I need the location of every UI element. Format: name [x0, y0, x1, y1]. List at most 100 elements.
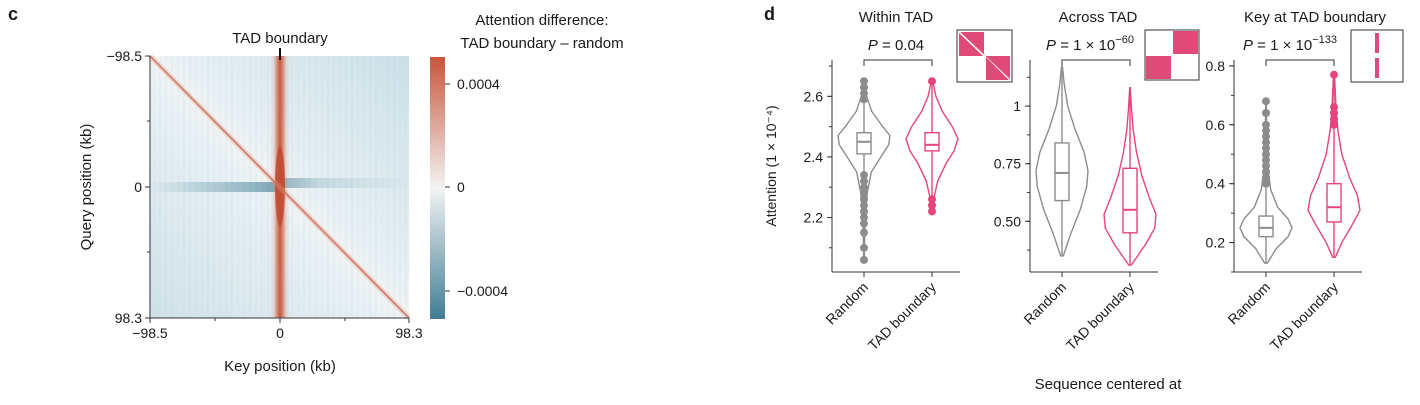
pvalue-label: P = 0.04	[868, 37, 924, 54]
violin-y-tick-label: 0.8	[1206, 58, 1226, 74]
pvalue-bracket	[1265, 59, 1335, 66]
inset-across-tad	[1144, 29, 1200, 81]
violin-y-axis-label: Attention (1 × 10⁻⁴)	[763, 105, 779, 226]
panel-letter-c: c	[8, 4, 18, 24]
violin-x-tick-label: TAD boundary	[865, 279, 939, 353]
outlier-point	[928, 77, 936, 86]
outlier-point	[860, 77, 868, 86]
violin-x-tick-label: Random	[1224, 279, 1273, 328]
colorbar: Attention difference: TAD boundary – ran…	[430, 12, 624, 319]
outlier-point	[1330, 70, 1338, 79]
outlier-point	[860, 189, 868, 198]
outlier-point	[1330, 114, 1338, 123]
box-iqr	[856, 131, 872, 155]
box-iqr	[1258, 215, 1274, 238]
inset-key-at-boundary	[1350, 29, 1404, 83]
outlier-point	[928, 195, 936, 204]
inset-key-column-bottom	[1375, 58, 1379, 78]
outlier-point	[860, 243, 868, 252]
box-iqr	[1326, 182, 1342, 223]
outlier-point	[928, 207, 936, 216]
outlier-point	[1262, 144, 1270, 153]
outlier-point	[1330, 120, 1338, 129]
outlier-point	[1262, 97, 1270, 106]
inset-key-column-top	[1375, 33, 1379, 53]
heatmap	[148, 54, 411, 320]
panel-letter-d: d	[764, 4, 775, 24]
heatmap-x-axis: −98.5 0 98.3 Key position (kb)	[132, 317, 423, 375]
pvalue-bracket	[863, 59, 933, 66]
outlier-point	[860, 183, 868, 192]
heatmap-x-tick-label-mid: 0	[276, 325, 284, 341]
outlier-point	[1262, 132, 1270, 141]
outlier-point	[1262, 109, 1270, 117]
violin-y-tick-label: 0.4	[1206, 176, 1226, 192]
heatmap-x-tick-label-left: −98.5	[132, 325, 168, 341]
inset-within-tad-diagonal	[957, 30, 1012, 82]
inset-within-tad-tri-a2	[959, 33, 983, 56]
outlier-point	[1262, 173, 1270, 182]
violin-y-tick-label: 0.75	[994, 156, 1021, 172]
heatmap-y-tick-label-top: −98.5	[107, 48, 143, 64]
violin-panel-title: Within TAD	[859, 9, 934, 26]
heatmap-y-axis-label: Query position (kb)	[78, 124, 95, 251]
violin-x-tick-label: TAD boundary	[1267, 279, 1341, 353]
outlier-point	[1262, 162, 1270, 170]
colorbar-tick-label-pos: 0.0004	[457, 76, 500, 92]
heatmap-x-axis-label: Key position (kb)	[224, 358, 336, 375]
outlier-point	[1262, 179, 1270, 188]
outlier-point	[860, 213, 868, 222]
inset-across-tad-block-lower-left	[1146, 56, 1171, 79]
violin-y-tick-label: 2.6	[804, 88, 824, 104]
inset-within-tad	[956, 29, 1013, 83]
violin-random	[1035, 66, 1089, 257]
outlier-point	[1330, 109, 1338, 117]
heatmap-boundary-hotspot	[275, 146, 285, 226]
outlier-point	[860, 195, 868, 204]
violin-y-tick-label: 2.4	[804, 149, 824, 165]
outlier-point	[860, 219, 868, 228]
outlier-point	[1262, 150, 1270, 159]
heatmap-y-tick-label-mid: 0	[134, 179, 142, 195]
box-iqr	[1122, 167, 1138, 234]
pvalue-label: P = 1 × 10−133	[1243, 34, 1337, 54]
outlier-point	[1262, 138, 1270, 147]
colorbar-tick-label-zero: 0	[457, 179, 465, 195]
shared-x-axis-label: Sequence centered at	[1035, 376, 1183, 393]
box-iqr	[924, 131, 940, 152]
violin-y-tick-label: 1	[1013, 98, 1021, 114]
outlier-point	[928, 201, 936, 210]
outlier-point	[860, 207, 868, 216]
heatmap-row-band-right	[280, 178, 409, 188]
colorbar-title-line1: Attention difference:	[475, 12, 608, 29]
inset-within-tad-tri-b2	[986, 57, 1009, 80]
violin-x-tick-label: Random	[1020, 279, 1069, 328]
heatmap-diagonal	[149, 55, 410, 319]
violin-x-tick-label: Random	[822, 279, 871, 328]
box-iqr	[1054, 142, 1070, 202]
violin-y-tick-label: 2.2	[804, 209, 824, 225]
violin-panel-title: Across TAD	[1059, 9, 1138, 26]
violin-y-tick-label: 0.2	[1206, 235, 1226, 251]
outlier-point	[1262, 120, 1270, 129]
outlier-point	[1262, 167, 1270, 176]
outlier-point	[1330, 103, 1338, 112]
outlier-point	[860, 228, 868, 237]
violin-y-tick-label: 0.6	[1206, 117, 1226, 133]
heatmap-diagonal-halo	[148, 54, 411, 320]
inset-across-tad-block-upper-right	[1173, 31, 1198, 54]
violin-panel-title: Key at TAD boundary	[1244, 9, 1387, 26]
outlier-point	[860, 255, 868, 264]
colorbar-title-line2: TAD boundary – random	[460, 35, 623, 52]
outlier-point	[860, 83, 868, 92]
heatmap-y-axis: −98.5 0 98.3 Query position (kb)	[78, 48, 151, 326]
pvalue-bracket	[1061, 59, 1131, 66]
outlier-point	[860, 89, 868, 98]
outlier-point	[1262, 156, 1270, 165]
outlier-point	[1262, 126, 1270, 135]
tad-boundary-marker-label: TAD boundary	[232, 30, 328, 47]
